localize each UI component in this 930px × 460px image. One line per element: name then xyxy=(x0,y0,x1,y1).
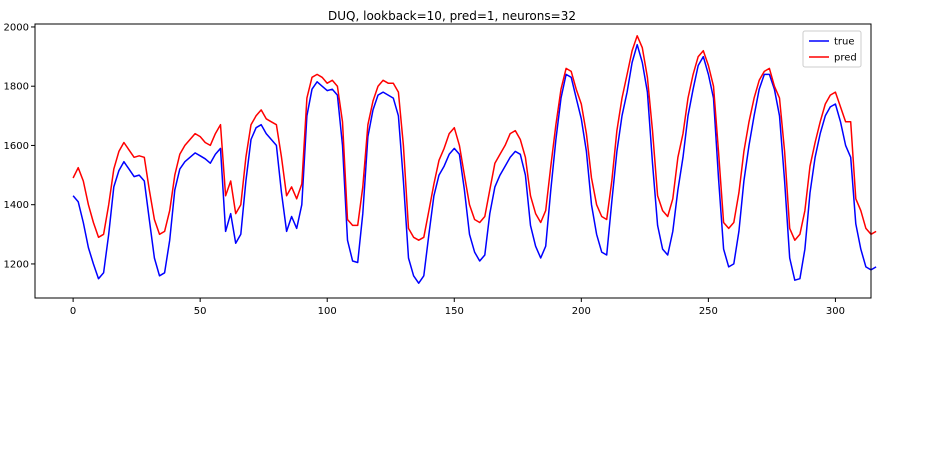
legend-box xyxy=(802,30,862,68)
chart-title: DUQ, lookback=10, pred=1, neurons=32 xyxy=(328,9,576,23)
series-line-pred xyxy=(72,35,877,241)
x-tick-label: 50 xyxy=(194,306,207,317)
y-tick-label: 2000 xyxy=(4,22,29,33)
y-tick-label: 1200 xyxy=(4,259,29,270)
plot-area: 0 50 100 150 200 250 300 1200 1400 1600 1800 2000 tr… xyxy=(4,22,877,317)
plot-frame xyxy=(34,23,872,299)
legend-label-pred: pred xyxy=(834,53,857,64)
series-line-true xyxy=(72,43,877,284)
y-tick-label: 1600 xyxy=(4,141,29,152)
x-tick-label: 200 xyxy=(572,306,591,317)
x-tick-label: 150 xyxy=(445,306,464,317)
x-tick-label: 300 xyxy=(826,306,845,317)
x-tick-label: 0 xyxy=(70,306,76,317)
y-tick-label: 1800 xyxy=(4,82,29,93)
x-tick-label: 100 xyxy=(318,306,337,317)
x-tick-label: 250 xyxy=(699,306,718,317)
y-tick-label: 1400 xyxy=(4,200,29,211)
legend-label-true: true xyxy=(834,37,855,48)
